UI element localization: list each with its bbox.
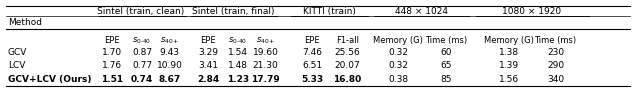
Text: 3.41: 3.41 xyxy=(198,61,218,70)
Text: 0.74: 0.74 xyxy=(131,75,153,84)
Text: Memory (G): Memory (G) xyxy=(373,36,423,45)
Text: Time (ms): Time (ms) xyxy=(534,36,577,45)
Text: 19.60: 19.60 xyxy=(253,48,278,57)
Text: 2.84: 2.84 xyxy=(197,75,219,84)
Text: $s_{40+}$: $s_{40+}$ xyxy=(256,35,275,46)
Text: 21.30: 21.30 xyxy=(253,61,278,70)
Text: 60: 60 xyxy=(440,48,452,57)
Text: 0.87: 0.87 xyxy=(132,48,152,57)
Text: 1.23: 1.23 xyxy=(227,75,249,84)
Text: 6.51: 6.51 xyxy=(302,61,323,70)
Text: 290: 290 xyxy=(547,61,564,70)
Text: EPE: EPE xyxy=(104,36,120,45)
Text: Time (ms): Time (ms) xyxy=(425,36,467,45)
Text: 1.56: 1.56 xyxy=(499,75,519,84)
Text: 1080 × 1920: 1080 × 1920 xyxy=(502,7,561,16)
Text: Method: Method xyxy=(8,18,42,27)
Text: $s_{0\text{-}40}$: $s_{0\text{-}40}$ xyxy=(228,35,248,46)
Text: 17.79: 17.79 xyxy=(252,75,280,84)
Text: 1.76: 1.76 xyxy=(102,61,122,70)
Text: LCV: LCV xyxy=(8,61,25,70)
Text: Sintel (train, final): Sintel (train, final) xyxy=(193,7,275,16)
Text: $s_{0\text{-}40}$: $s_{0\text{-}40}$ xyxy=(132,35,152,46)
Text: 0.32: 0.32 xyxy=(388,48,408,57)
Text: 1.54: 1.54 xyxy=(228,48,248,57)
Text: KITTI (train): KITTI (train) xyxy=(303,7,356,16)
Text: 25.56: 25.56 xyxy=(335,48,360,57)
Text: EPE: EPE xyxy=(200,36,216,45)
Text: 10.90: 10.90 xyxy=(157,61,182,70)
Text: 448 × 1024: 448 × 1024 xyxy=(396,7,448,16)
Text: 1.70: 1.70 xyxy=(102,48,122,57)
Text: 1.48: 1.48 xyxy=(228,61,248,70)
Text: 230: 230 xyxy=(547,48,564,57)
Text: 7.46: 7.46 xyxy=(302,48,323,57)
Text: 16.80: 16.80 xyxy=(333,75,362,84)
Text: 65: 65 xyxy=(440,61,452,70)
Text: 85: 85 xyxy=(440,75,452,84)
Text: 20.07: 20.07 xyxy=(335,61,360,70)
Text: 0.38: 0.38 xyxy=(388,75,408,84)
Text: 0.32: 0.32 xyxy=(388,61,408,70)
Text: 1.38: 1.38 xyxy=(499,48,519,57)
Text: 5.33: 5.33 xyxy=(301,75,323,84)
Text: 1.39: 1.39 xyxy=(499,61,519,70)
Text: GCV: GCV xyxy=(8,48,27,57)
Text: 8.67: 8.67 xyxy=(159,75,180,84)
Text: Memory (G): Memory (G) xyxy=(484,36,534,45)
Text: 340: 340 xyxy=(547,75,564,84)
Text: 0.77: 0.77 xyxy=(132,61,152,70)
Text: 3.29: 3.29 xyxy=(198,48,218,57)
Text: GCV+LCV (Ours): GCV+LCV (Ours) xyxy=(8,75,91,84)
Text: 1.51: 1.51 xyxy=(101,75,123,84)
Text: F1-all: F1-all xyxy=(336,36,359,45)
Text: EPE: EPE xyxy=(305,36,320,45)
Text: $s_{40+}$: $s_{40+}$ xyxy=(160,35,179,46)
Text: Sintel (train, clean): Sintel (train, clean) xyxy=(97,7,184,16)
Text: 9.43: 9.43 xyxy=(159,48,180,57)
